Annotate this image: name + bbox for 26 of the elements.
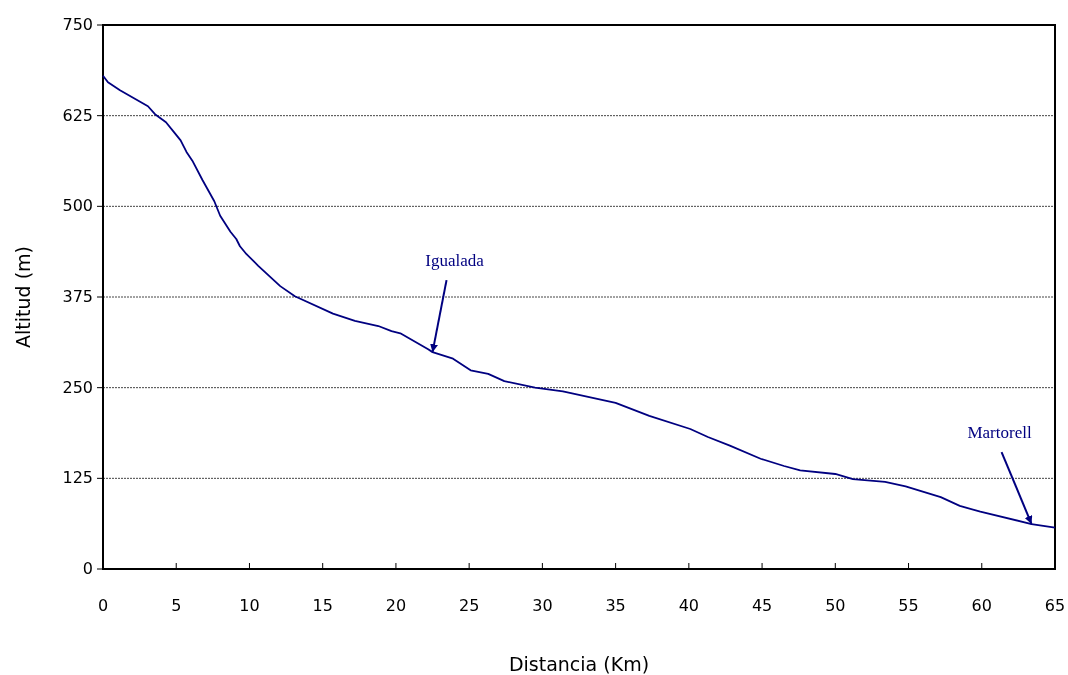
- x-tick-label: 30: [532, 596, 553, 615]
- x-tick-label: 60: [971, 596, 992, 615]
- annotation: Igualada: [425, 251, 485, 271]
- x-tick-label: 65: [1044, 596, 1066, 615]
- x-tick-label: 40: [678, 596, 700, 615]
- y-tick-label: 625: [62, 105, 93, 125]
- x-tick-label: 45: [751, 596, 773, 615]
- x-tick-label: 20: [385, 596, 407, 615]
- x-tick-label: 25: [458, 596, 480, 615]
- y-tick-label: 250: [62, 377, 93, 397]
- y-tick-label: 500: [62, 196, 93, 216]
- y-axis-title: Altitud (m): [12, 246, 34, 348]
- y-tick-label: 750: [62, 15, 93, 34]
- annotation: Martorell: [967, 423, 1032, 443]
- x-tick-label: 35: [605, 596, 626, 615]
- x-tick-label: 15: [312, 596, 333, 615]
- x-tick-label: 50: [825, 596, 846, 615]
- x-tick-label: 0: [97, 596, 109, 615]
- y-tick-label: 125: [62, 468, 93, 488]
- line-series: [102, 74, 1056, 529]
- x-tick-label: 55: [898, 596, 919, 615]
- y-tick-label: 0: [82, 559, 93, 578]
- y-tick-label: 375: [62, 287, 93, 306]
- x-tick-label: 10: [239, 596, 260, 615]
- x-tick-label: 5: [171, 596, 182, 615]
- x-axis-title: Distancia (Km): [508, 653, 650, 675]
